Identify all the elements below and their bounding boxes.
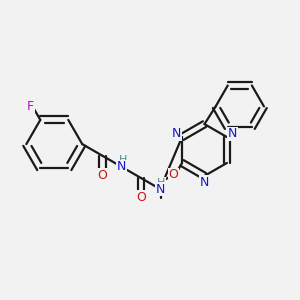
Text: F: F [27, 100, 34, 112]
Text: O: O [168, 168, 178, 181]
Text: H: H [119, 155, 128, 166]
Text: N: N [172, 127, 181, 140]
Text: H: H [157, 178, 166, 188]
Text: O: O [136, 190, 146, 204]
Text: N: N [200, 176, 209, 189]
Text: N: N [117, 160, 127, 173]
Text: N: N [228, 127, 237, 140]
Text: O: O [98, 169, 108, 182]
Text: N: N [155, 182, 165, 196]
